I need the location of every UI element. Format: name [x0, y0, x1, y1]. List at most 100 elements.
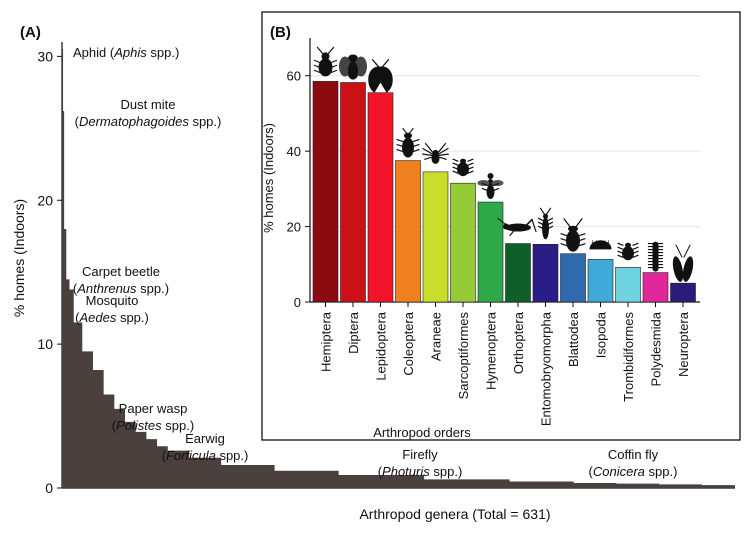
- annotation-aphid: Aphid (Aphis spp.): [73, 45, 179, 60]
- mite-icon: [617, 242, 639, 261]
- bar-hymenoptera: [477, 201, 504, 303]
- annotation-common-name: Earwig: [185, 431, 225, 446]
- annotation-suffix: spp.: [165, 418, 190, 433]
- lacewing-icon: [672, 244, 694, 282]
- x-tick-label-sarcoptiformes: Sarcoptiformes: [456, 312, 471, 400]
- svg-text:(Polistes spp.): (Polistes spp.): [112, 418, 194, 433]
- panel-a-distribution-area: [62, 49, 735, 489]
- bar-hemiptera: [312, 81, 339, 303]
- panel-b-label: (B): [270, 24, 291, 41]
- panel-b: (B) 0 20 40 60 Hemiptera Diptera Lepidoptera C…: [261, 11, 741, 441]
- x-tick-label-polydesmida: Polydesmida: [649, 311, 664, 386]
- panel-a-y-tick-label: 10: [37, 336, 53, 352]
- bar-trombidiformes: [615, 267, 641, 303]
- annotation-suffix: spp.: [150, 45, 175, 60]
- annotation-genus: Polistes: [116, 418, 162, 433]
- panel-a-label: (A): [20, 24, 41, 41]
- x-tick-label-entomobryomorpha: Entomobryomorpha: [539, 311, 554, 426]
- annotation-suffix: spp.: [140, 281, 165, 296]
- panel-b-y-tick-label: 60: [287, 69, 301, 84]
- panel-a: (A) 0 10 20 30 % homes (Indoors) Arthropod …: [11, 24, 735, 522]
- millipede-icon: [647, 241, 664, 272]
- x-tick-label-coleoptera: Coleoptera: [401, 311, 416, 375]
- annotation-genus: Aedes: [78, 310, 116, 325]
- panel-b-y-tick-label: 40: [287, 144, 301, 159]
- x-tick-label-neuroptera: Neuroptera: [676, 311, 691, 377]
- annotation-mosquito: Mosquito (Aedes spp.): [75, 293, 149, 325]
- beetle-icon: [396, 127, 420, 158]
- annotation-common-name: Mosquito: [86, 293, 139, 308]
- panel-a-y-tick-label: 20: [37, 192, 53, 208]
- bar-neuroptera: [670, 282, 696, 303]
- annotation-common-name: Coffin fly: [608, 447, 659, 462]
- annotation-common-name: Firefly: [402, 447, 438, 462]
- panel-b-y-tick-label: 0: [294, 295, 301, 310]
- x-tick-label-orthoptera: Orthoptera: [511, 311, 526, 374]
- bar-isopoda: [587, 259, 614, 303]
- panel-a-x-axis-label: Arthropod genera (Total = 631): [359, 506, 550, 522]
- annotation-dust-mite: Dust mite (Dermatophagoides spp.): [75, 97, 222, 129]
- bar-diptera: [340, 82, 366, 303]
- mite-icon: [452, 158, 474, 177]
- bar-orthoptera: [505, 243, 531, 303]
- annotation-suffix: spp.: [433, 464, 458, 479]
- annotation-genus: Forficula: [166, 448, 216, 463]
- springtail-icon: [537, 207, 554, 240]
- bar-lepidoptera: [367, 92, 394, 303]
- svg-text:(Conicera spp.): (Conicera spp.): [589, 464, 678, 479]
- x-tick-label-araneae: Araneae: [429, 312, 444, 361]
- x-tick-label-isopoda: Isopoda: [594, 311, 609, 358]
- panel-a-y-tick-label: 30: [37, 48, 53, 64]
- annotation-genus: Dermatophagoides: [79, 114, 189, 129]
- panel-a-y-tick-label: 0: [45, 480, 53, 496]
- panel-b-y-axis-label: % homes (Indoors): [261, 123, 276, 233]
- panel-a-y-axis-label: % homes (Indoors): [11, 199, 27, 317]
- annotation-carpet-beetle: Carpet beetle (Anthrenus spp.): [73, 264, 169, 296]
- svg-text:(Dermatophagoides spp.): (Dermatophagoides spp.): [75, 114, 222, 129]
- svg-text:(Aedes spp.): (Aedes spp.): [75, 310, 149, 325]
- x-tick-label-lepidoptera: Lepidoptera: [374, 311, 389, 380]
- bar-polydesmida: [642, 272, 669, 303]
- cockroach-icon: [560, 218, 586, 252]
- annotation-suffix: spp.: [219, 448, 244, 463]
- panel-b-x-axis-label: Arthropod orders: [373, 425, 471, 440]
- annotation-common-name: Dust mite: [121, 97, 176, 112]
- woodlouse-icon: [589, 240, 612, 250]
- annotation-genus: Conicera: [593, 464, 645, 479]
- wasp-icon: [477, 173, 504, 200]
- bar-entomobryomorpha: [532, 243, 559, 303]
- annotation-paper-wasp: Paper wasp (Polistes spp.): [112, 401, 194, 433]
- bar-araneae: [422, 171, 449, 303]
- annotation-common-name: Paper wasp: [119, 401, 188, 416]
- x-tick-label-blattodea: Blattodea: [566, 311, 581, 367]
- spider-icon: [422, 142, 449, 164]
- annotation-suffix: spp.: [120, 310, 145, 325]
- bar-sarcoptiformes: [450, 182, 476, 303]
- annotation-common-name: Aphid: [73, 45, 106, 60]
- x-tick-label-trombidiformes: Trombidiformes: [621, 312, 636, 402]
- svg-text:(Forficula spp.): (Forficula spp.): [162, 448, 249, 463]
- fly-icon: [339, 54, 367, 80]
- svg-text:Aphid (Aphis spp.): Aphid (Aphis spp.): [73, 45, 179, 60]
- svg-text:(Photuris spp.): (Photuris spp.): [378, 464, 463, 479]
- moth-icon: [368, 59, 393, 93]
- annotation-firefly: Firefly (Photuris spp.): [378, 447, 463, 479]
- aphid-icon: [313, 46, 338, 77]
- annotation-genus: Aphis: [113, 45, 147, 60]
- annotation-common-name: Carpet beetle: [82, 264, 160, 279]
- x-tick-label-hymenoptera: Hymenoptera: [484, 311, 499, 390]
- annotation-suffix: spp.: [649, 464, 674, 479]
- annotation-suffix: spp.: [192, 114, 217, 129]
- bar-blattodea: [560, 253, 586, 303]
- x-tick-label-diptera: Diptera: [346, 311, 361, 354]
- x-tick-label-hemiptera: Hemiptera: [319, 311, 334, 372]
- annotation-coffin-fly: Coffin fly (Conicera spp.): [589, 447, 678, 479]
- annotation-earwig: Earwig (Forficula spp.): [162, 431, 249, 463]
- annotation-genus: Anthrenus: [76, 281, 137, 296]
- annotation-genus: Photuris: [382, 464, 430, 479]
- svg-text:(Anthrenus spp.): (Anthrenus spp.): [73, 281, 169, 296]
- bar-coleoptera: [395, 160, 421, 303]
- panel-b-y-tick-label: 20: [287, 220, 301, 235]
